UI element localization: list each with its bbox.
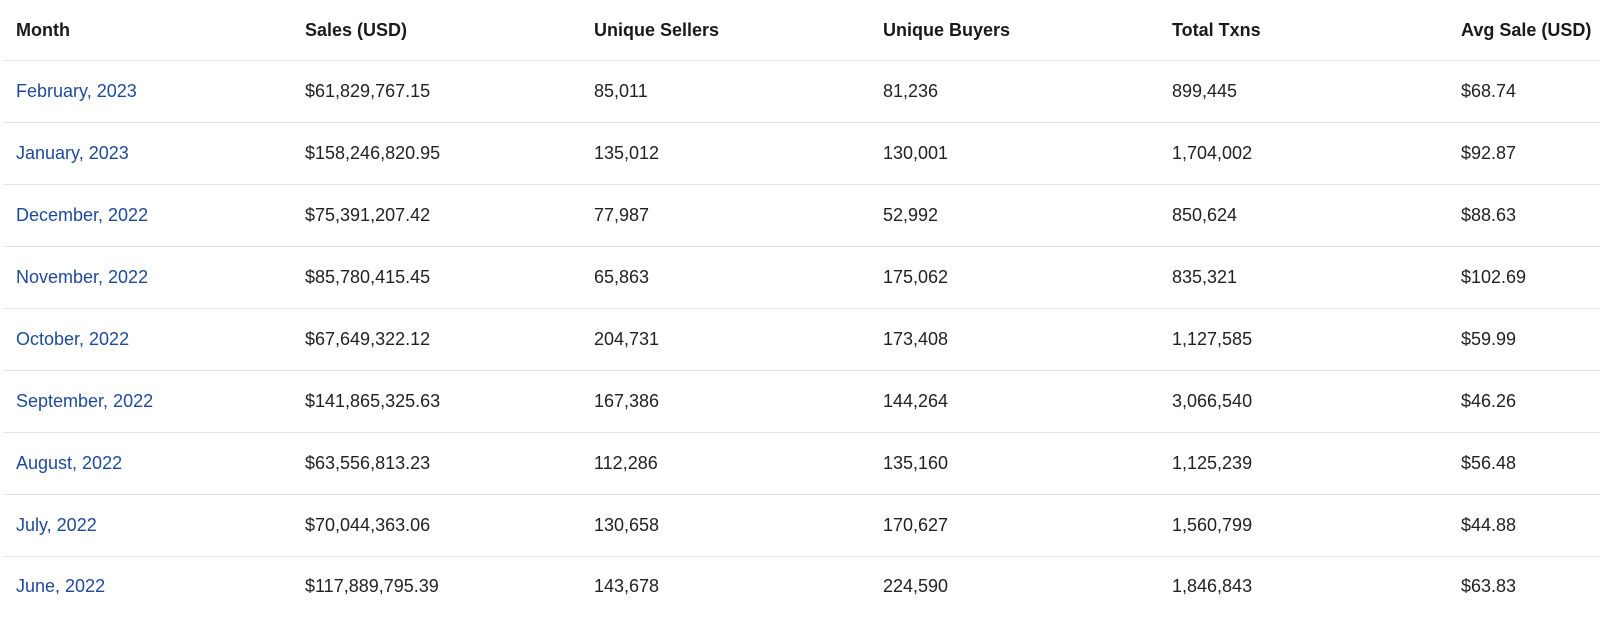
total-txns-cell: 850,624 (1172, 205, 1238, 225)
unique-sellers-cell: 65,863 (594, 267, 650, 287)
total-txns-cell: 1,846,843 (1172, 575, 1253, 596)
unique-buyers-cell: 130,001 (883, 143, 949, 163)
month-link[interactable]: December, 2022 (16, 205, 149, 225)
column-header-unique-buyers[interactable]: Unique Buyers (883, 19, 1011, 40)
total-txns-cell: 899,445 (1172, 81, 1238, 101)
avg-sale-cell: $59.99 (1461, 329, 1517, 349)
unique-sellers-cell: 135,012 (594, 143, 660, 163)
sales-cell: $141,865,325.63 (305, 391, 441, 411)
avg-sale-cell: $92.87 (1461, 143, 1517, 163)
month-link[interactable]: July, 2022 (16, 515, 97, 535)
avg-sale-cell: $46.26 (1461, 391, 1517, 411)
month-link[interactable]: October, 2022 (16, 329, 130, 349)
unique-buyers-cell: 52,992 (883, 205, 939, 225)
sales-cell: $67,649,322.12 (305, 329, 431, 349)
unique-buyers-cell: 175,062 (883, 267, 949, 287)
column-header-unique-sellers[interactable]: Unique Sellers (594, 19, 720, 40)
table-row: October, 2022 $67,649,322.12 204,731 173… (4, 309, 1600, 371)
total-txns-cell: 1,704,002 (1172, 143, 1253, 163)
total-txns-cell: 835,321 (1172, 267, 1238, 287)
column-header-month[interactable]: Month (16, 19, 70, 40)
unique-sellers-cell: 112,286 (594, 453, 658, 473)
table-header-row: Month Sales (USD) Unique Sellers Unique … (4, 0, 1600, 61)
column-header-sales[interactable]: Sales (USD) (305, 19, 408, 40)
unique-buyers-cell: 224,590 (883, 575, 949, 596)
month-link[interactable]: September, 2022 (16, 391, 154, 411)
month-link[interactable]: August, 2022 (16, 453, 123, 473)
monthly-sales-table: Month Sales (USD) Unique Sellers Unique … (4, 0, 1600, 615)
table-row: July, 2022 $70,044,363.06 130,658 170,62… (4, 495, 1600, 557)
month-link[interactable]: November, 2022 (16, 267, 149, 287)
unique-sellers-cell: 167,386 (594, 391, 660, 411)
unique-buyers-cell: 170,627 (883, 515, 949, 535)
avg-sale-cell: $44.88 (1461, 515, 1517, 535)
sales-cell: $117,889,795.39 (305, 575, 439, 596)
sales-cell: $85,780,415.45 (305, 267, 431, 287)
unique-sellers-cell: 143,678 (594, 575, 660, 596)
sales-cell: $158,246,820.95 (305, 143, 441, 163)
month-link[interactable]: January, 2023 (16, 143, 129, 163)
unique-buyers-cell: 81,236 (883, 81, 939, 101)
sales-cell: $61,829,767.15 (305, 81, 431, 101)
column-header-avg-sale[interactable]: Avg Sale (USD) (1461, 19, 1592, 40)
sales-cell: $63,556,813.23 (305, 453, 431, 473)
avg-sale-cell: $88.63 (1461, 205, 1517, 225)
unique-buyers-cell: 173,408 (883, 329, 949, 349)
unique-sellers-cell: 77,987 (594, 205, 650, 225)
sales-cell: $75,391,207.42 (305, 205, 431, 225)
month-link[interactable]: June, 2022 (16, 575, 106, 596)
avg-sale-cell: $102.69 (1461, 267, 1527, 287)
table-row: November, 2022 $85,780,415.45 65,863 175… (4, 247, 1600, 309)
unique-buyers-cell: 144,264 (883, 391, 949, 411)
column-header-total-txns[interactable]: Total Txns (1172, 19, 1261, 40)
unique-sellers-cell: 130,658 (594, 515, 660, 535)
avg-sale-cell: $63.83 (1461, 575, 1517, 596)
month-link[interactable]: February, 2023 (16, 81, 137, 101)
table-row: December, 2022 $75,391,207.42 77,987 52,… (4, 185, 1600, 247)
table-row: February, 2023 $61,829,767.15 85,011 81,… (4, 61, 1600, 123)
table-row: August, 2022 $63,556,813.23 112,286 135,… (4, 433, 1600, 495)
table-row: September, 2022 $141,865,325.63 167,386 … (4, 371, 1600, 433)
total-txns-cell: 1,560,799 (1172, 515, 1253, 535)
total-txns-cell: 3,066,540 (1172, 391, 1253, 411)
table-row: January, 2023 $158,246,820.95 135,012 13… (4, 123, 1600, 185)
table-body: February, 2023 $61,829,767.15 85,011 81,… (4, 61, 1600, 615)
avg-sale-cell: $68.74 (1461, 81, 1517, 101)
total-txns-cell: 1,125,239 (1172, 453, 1253, 473)
unique-sellers-cell: 204,731 (594, 329, 660, 349)
sales-cell: $70,044,363.06 (305, 515, 431, 535)
total-txns-cell: 1,127,585 (1172, 329, 1253, 349)
unique-sellers-cell: 85,011 (594, 81, 648, 101)
avg-sale-cell: $56.48 (1461, 453, 1517, 473)
table-row: June, 2022 $117,889,795.39 143,678 224,5… (4, 557, 1600, 615)
unique-buyers-cell: 135,160 (883, 453, 949, 473)
